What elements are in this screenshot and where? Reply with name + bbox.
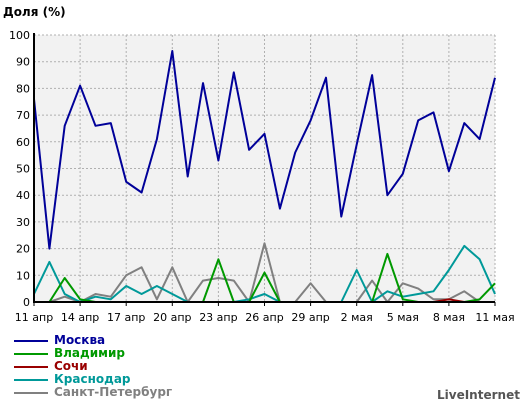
y-tick-label: 90 (16, 56, 30, 69)
legend-label: Санкт-Петербург (54, 385, 173, 399)
series-line (34, 242, 495, 303)
x-tick-label: 14 апр (61, 311, 99, 324)
x-tick-label: 26 апр (245, 311, 283, 324)
x-tick-label: 29 апр (291, 311, 329, 324)
legend-label: Краснодар (54, 372, 131, 386)
series-line (33, 244, 496, 303)
y-axis-label: Доля (%) (3, 5, 66, 19)
y-tick-label: 0 (23, 296, 30, 309)
legend-swatch (14, 392, 48, 394)
liveinternet-brand: LiveInternet (437, 388, 520, 402)
y-tick-label: 10 (16, 269, 30, 282)
y-tick-label: 50 (16, 163, 30, 176)
x-tick-label: 11 апр (15, 311, 53, 324)
legend-swatch (14, 379, 48, 381)
y-axis-ticks: 0 10 20 30 40 50 60 70 80 90 100 (9, 29, 30, 309)
x-axis-ticks: 11 апр 14 апр 17 апр 20 апр 23 апр 26 апр 29 а… (15, 302, 515, 324)
legend-label: Москва (54, 333, 106, 347)
y-tick-label: 80 (16, 82, 30, 95)
legend-label: Владимир (54, 346, 125, 360)
x-tick-label: 17 апр (107, 311, 145, 324)
y-tick-label: 100 (9, 29, 30, 42)
x-tick-label: 2 мая (341, 311, 373, 324)
y-tick-label: 40 (16, 189, 30, 202)
grid (34, 34, 496, 302)
y-tick-label: 20 (16, 243, 30, 256)
x-tick-label: 20 апр (153, 311, 191, 324)
legend-swatch (14, 366, 48, 368)
series-line (33, 50, 496, 250)
line-chart: 0 10 20 30 40 50 60 70 80 90 100 11 апр 14 апр 17 ап… (3, 5, 515, 324)
y-tick-label: 30 (16, 216, 30, 229)
y-tick-label: 70 (16, 109, 30, 122)
legend-swatch (14, 353, 48, 355)
x-tick-label: 5 мая (387, 311, 419, 324)
legend-swatch (14, 340, 48, 342)
y-tick-label: 60 (16, 136, 30, 149)
x-tick-label: 8 мая (433, 311, 465, 324)
x-tick-label: 23 апр (199, 311, 237, 324)
x-tick-label: 11 мая (475, 311, 514, 324)
legend-label: Сочи (54, 359, 88, 373)
